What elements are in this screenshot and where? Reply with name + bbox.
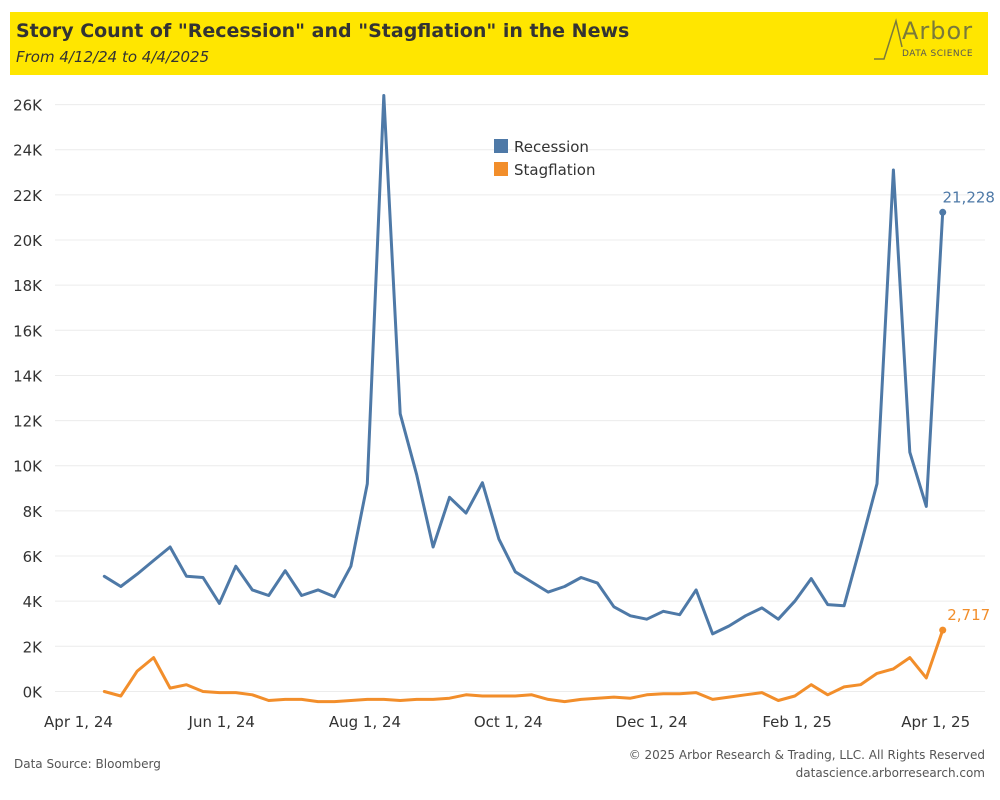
website-url: datascience.arborresearch.com xyxy=(795,766,985,780)
y-tick-label: 6K xyxy=(23,548,44,566)
logo-word: Arbor xyxy=(902,17,974,45)
x-tick-label: Oct 1, 24 xyxy=(474,713,543,731)
end-label-recession: 21,228 xyxy=(942,188,995,206)
y-tick-label: 4K xyxy=(23,593,44,611)
logo-subtext: DATA SCIENCE xyxy=(902,49,974,59)
chart-title: Story Count of "Recession" and "Stagflat… xyxy=(16,20,630,42)
y-tick-label: 22K xyxy=(13,187,43,205)
copyright: © 2025 Arbor Research & Trading, LLC. Al… xyxy=(628,748,985,762)
y-tick-label: 12K xyxy=(13,413,43,431)
x-axis-ticks: Apr 1, 24 Jun 1, 24 Aug 1, 24 Oct 1, 24 Dec … xyxy=(44,713,970,731)
y-tick-label: 14K xyxy=(13,367,43,385)
end-label-stagflation: 2,717 xyxy=(947,606,990,624)
legend-label-stagflation: Stagflation xyxy=(514,161,596,179)
y-tick-label: 20K xyxy=(13,232,43,250)
data-source: Data Source: Bloomberg xyxy=(14,757,161,771)
legend-label-recession: Recession xyxy=(514,138,589,156)
end-point-recession xyxy=(939,208,947,216)
series-lines: 21,228 2,717 xyxy=(102,94,995,704)
y-tick-label: 26K xyxy=(13,97,43,115)
end-point-stagflation xyxy=(939,626,947,634)
x-tick-label: Dec 1, 24 xyxy=(616,713,688,731)
x-tick-label: Feb 1, 25 xyxy=(762,713,832,731)
y-tick-label: 18K xyxy=(13,277,43,295)
x-tick-label: Apr 1, 25 xyxy=(901,713,970,731)
y-tick-label: 10K xyxy=(13,458,43,476)
logo-mark-icon xyxy=(874,18,903,60)
legend-swatch-stagflation xyxy=(494,162,508,176)
series-line-stagflation xyxy=(102,628,945,704)
legend: Recession Stagflation xyxy=(494,138,596,179)
y-axis-ticks: 0K 2K 4K 6K 8K 10K 12K 14K 16K 18K 20K 22K 24K 26K xyxy=(13,97,43,702)
series-line-recession xyxy=(102,94,945,636)
grid-lines xyxy=(55,104,985,692)
y-tick-label: 8K xyxy=(23,503,44,521)
y-tick-label: 16K xyxy=(13,322,43,340)
y-tick-label: 2K xyxy=(23,638,44,656)
legend-swatch-recession xyxy=(494,139,508,153)
x-tick-label: Apr 1, 24 xyxy=(44,713,113,731)
arbor-logo: Arbor DATA SCIENCE xyxy=(874,15,984,71)
x-tick-label: Jun 1, 24 xyxy=(188,713,255,731)
y-tick-label: 0K xyxy=(23,683,44,701)
title-banner: Story Count of "Recession" and "Stagflat… xyxy=(10,12,988,75)
x-tick-label: Aug 1, 24 xyxy=(329,713,401,731)
y-tick-label: 24K xyxy=(13,142,43,160)
chart-subtitle: From 4/12/24 to 4/4/2025 xyxy=(16,48,210,66)
